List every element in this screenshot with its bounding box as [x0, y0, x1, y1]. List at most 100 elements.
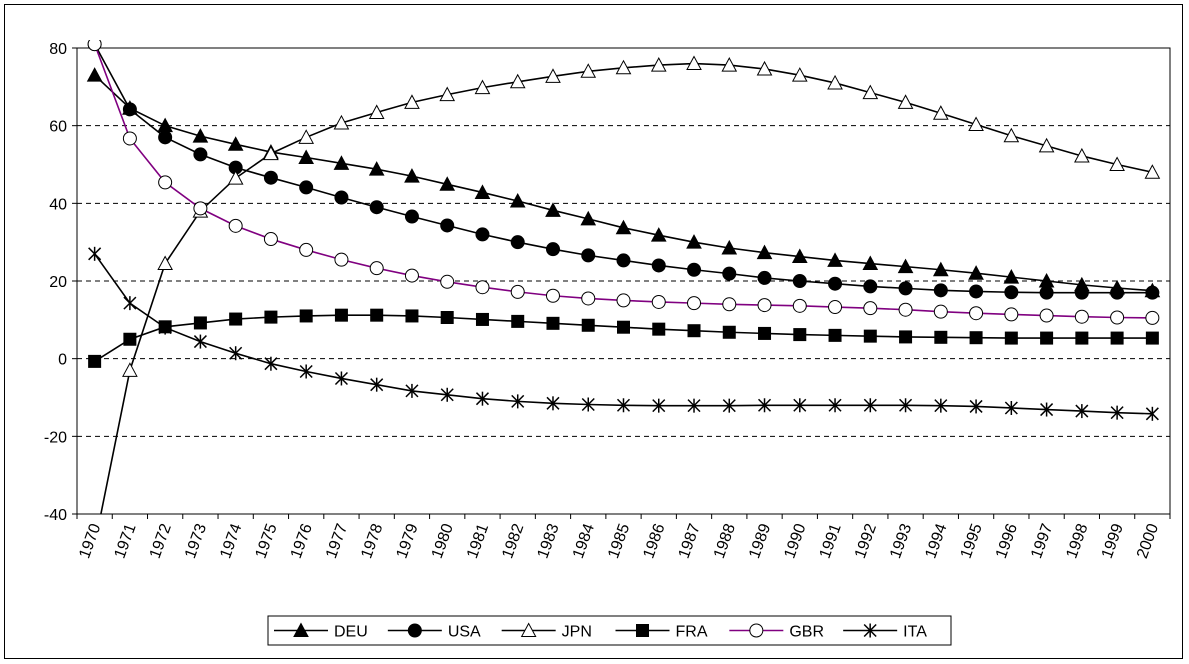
data-point-jpn	[791, 67, 808, 82]
series-line-gbr	[93, 43, 1153, 319]
data-point-gbr	[969, 306, 984, 321]
data-point-gbr	[828, 300, 843, 315]
data-point-fra	[88, 354, 102, 368]
data-point-ita	[405, 383, 419, 398]
data-point-gbr	[122, 131, 137, 146]
data-point-deu	[862, 255, 879, 271]
legend: DEU USA JPN FRA GBR ITA	[267, 615, 952, 646]
data-point-ita	[264, 356, 278, 371]
data-point-gbr	[369, 261, 384, 276]
data-point-usa	[581, 248, 596, 263]
y-tick-label: -40	[44, 507, 67, 524]
data-point-fra	[370, 308, 384, 322]
data-point-ita	[1040, 402, 1054, 417]
data-point-gbr	[404, 268, 419, 283]
data-point-fra	[652, 322, 666, 336]
data-point-usa	[792, 274, 807, 288]
data-point-jpn	[1003, 127, 1020, 143]
x-tick-label: 1988	[711, 521, 739, 560]
data-point-fra	[722, 325, 736, 339]
y-tick-label: -20	[44, 429, 67, 446]
data-point-fra	[687, 324, 701, 338]
data-point-fra	[511, 314, 525, 328]
data-point-ita	[158, 320, 172, 335]
data-point-fra	[758, 326, 772, 340]
x-tick-label: 2000	[1134, 521, 1162, 560]
data-point-gbr	[299, 242, 314, 257]
data-point-ita	[1145, 406, 1159, 421]
data-point-gbr	[687, 296, 702, 311]
data-point-jpn	[862, 84, 879, 100]
data-point-usa	[404, 209, 419, 224]
data-point-fra	[1004, 331, 1018, 345]
x-tick-label: 1997	[1028, 521, 1056, 560]
data-point-gbr	[87, 40, 102, 52]
y-tick-label: 60	[49, 119, 67, 136]
y-axis-ticks: 80 60 40 20 0 -20 -40	[44, 41, 77, 524]
data-point-deu	[756, 244, 773, 260]
data-point-jpn	[474, 79, 491, 95]
data-point-usa	[969, 284, 984, 299]
data-point-jpn	[968, 116, 984, 132]
x-axis-ticks: 1970 1971 1972 1973 1974 1975 1976 1977 1978 1979…	[76, 514, 1171, 561]
data-point-usa	[158, 130, 173, 145]
data-point-deu	[333, 155, 350, 170]
legend-label: JPN	[562, 624, 592, 641]
legend-label: DEU	[334, 624, 368, 641]
data-point-fra	[405, 309, 419, 323]
data-point-jpn	[580, 63, 597, 78]
data-point-ita	[123, 296, 137, 311]
legend-label: ITA	[903, 624, 927, 641]
x-tick-label: 1989	[746, 521, 774, 560]
x-tick-label: 1998	[1063, 521, 1091, 560]
data-point-gbr	[475, 280, 490, 295]
legend-item-deu: DEU	[274, 622, 368, 641]
data-point-ita	[828, 398, 842, 413]
data-point-jpn	[1038, 137, 1055, 153]
data-point-usa	[757, 270, 772, 285]
series-gbr	[87, 40, 1160, 325]
data-point-gbr	[158, 175, 173, 190]
data-point-fra	[1040, 331, 1054, 345]
legend-item-usa: USA	[387, 623, 481, 641]
data-point-usa	[440, 218, 455, 233]
data-point-deu	[474, 184, 491, 199]
data-point-deu	[615, 219, 632, 235]
legend-item-jpn: JPN	[501, 622, 592, 641]
x-tick-label: 1984	[570, 521, 598, 560]
data-point-deu	[298, 149, 315, 165]
data-point-fra	[969, 331, 983, 345]
legend-item-fra: FRA	[615, 624, 708, 641]
data-point-gbr	[933, 304, 948, 319]
data-point-gbr	[792, 298, 807, 313]
data-point-deu	[86, 67, 103, 82]
data-point-gbr	[440, 274, 455, 289]
data-point-gbr	[581, 291, 596, 306]
legend-item-ita: ITA	[843, 623, 927, 641]
data-point-gbr	[545, 288, 560, 303]
data-point-deu	[932, 261, 949, 277]
data-point-fra	[863, 329, 877, 343]
data-point-usa	[898, 281, 913, 296]
data-point-deu	[545, 202, 561, 217]
data-point-ita	[687, 398, 701, 413]
data-point-ita	[722, 398, 736, 413]
legend-marker	[407, 623, 422, 638]
data-point-ita	[863, 398, 877, 413]
data-point-ita	[1004, 400, 1018, 415]
data-point-fra	[581, 318, 595, 332]
x-tick-label: 1994	[922, 521, 950, 560]
data-point-fra	[1075, 331, 1089, 345]
data-point-deu	[192, 128, 209, 143]
x-tick-label: 1971	[111, 521, 139, 560]
data-point-gbr	[228, 218, 243, 233]
data-point-fra	[899, 330, 913, 344]
x-tick-label: 1983	[535, 521, 563, 560]
data-point-usa	[1145, 285, 1160, 300]
data-point-usa	[722, 266, 737, 281]
data-point-deu	[1003, 269, 1020, 284]
x-tick-label: 1999	[1099, 521, 1127, 560]
x-tick-label: 1991	[817, 521, 845, 560]
data-point-gbr	[334, 252, 349, 267]
